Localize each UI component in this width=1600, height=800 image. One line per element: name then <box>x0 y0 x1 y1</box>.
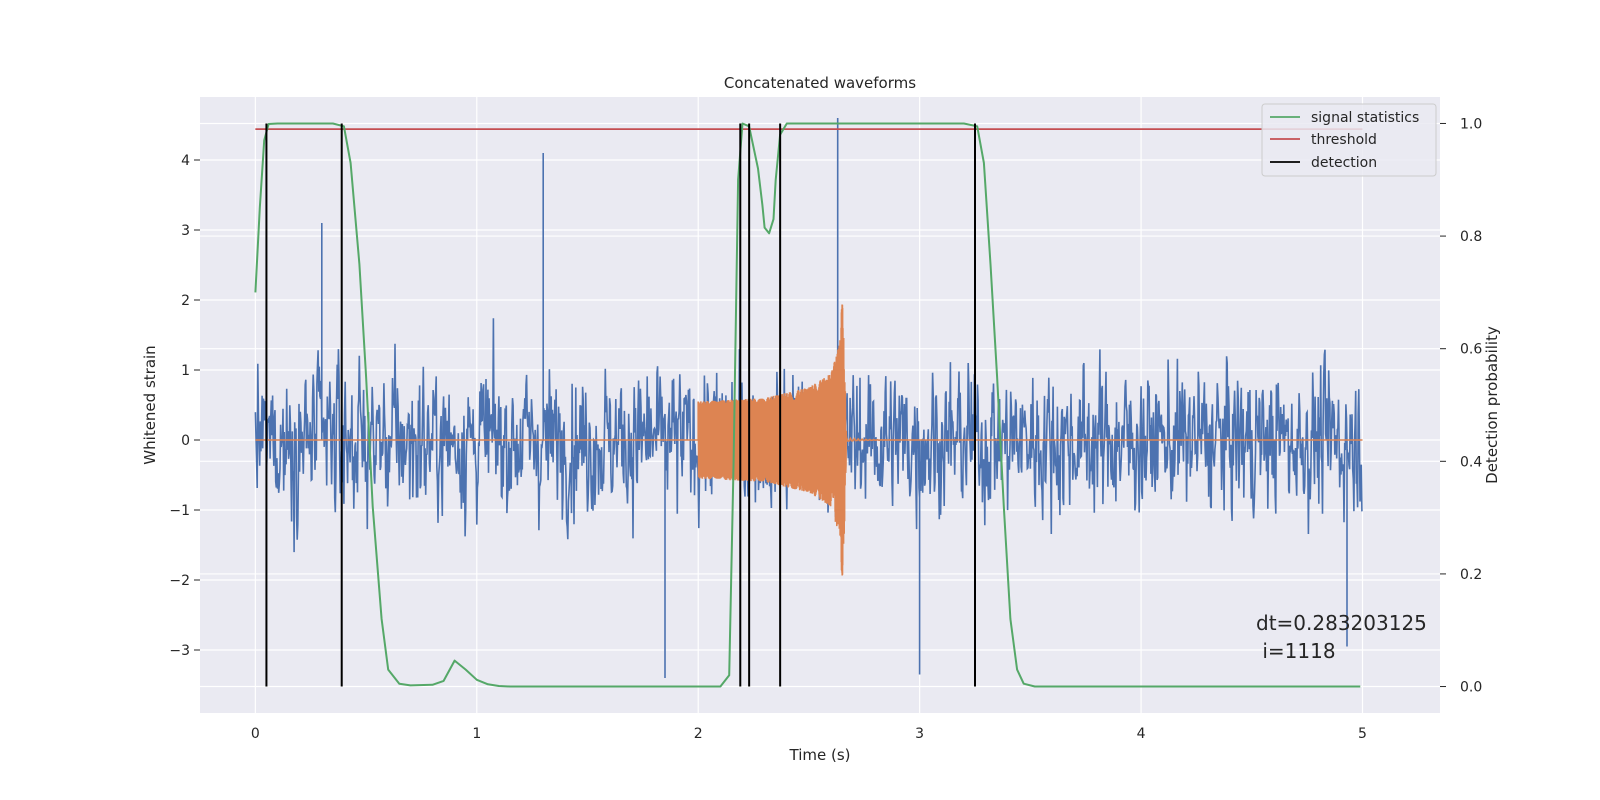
x-tick-label: 3 <box>915 726 924 742</box>
y-tick-label: −3 <box>169 643 190 659</box>
right-tick-label: 0.2 <box>1460 567 1482 583</box>
data-layer <box>254 118 1363 688</box>
legend-label-detection: detection <box>1311 155 1377 171</box>
right-axis-label: Detection probability <box>1483 326 1501 484</box>
series-injected-signal <box>255 304 1363 576</box>
y-tick-label: 2 <box>181 293 190 309</box>
x-axis-label: Time (s) <box>789 746 851 764</box>
x-axis-ticks: 0 1 2 3 4 5 <box>251 726 1367 742</box>
legend-label-signal-statistics: signal statistics <box>1311 110 1419 126</box>
right-tick-label: 0.4 <box>1460 454 1482 470</box>
right-tick-label: 1.0 <box>1460 116 1482 132</box>
y-axis-ticks: −3 −2 −1 0 1 2 3 4 <box>169 153 200 659</box>
y-tick-label: 0 <box>181 433 190 449</box>
y-tick-label: 1 <box>181 363 190 379</box>
series-signal-statistics <box>254 122 1361 688</box>
annotation-dt: dt=0.283203125 <box>1256 611 1427 635</box>
y-axis-label: Whitened strain <box>141 345 159 464</box>
y-tick-label: 4 <box>181 153 190 169</box>
legend-label-threshold: threshold <box>1311 132 1377 148</box>
x-tick-label: 4 <box>1137 726 1146 742</box>
right-tick-label: 0.8 <box>1460 229 1482 245</box>
legend-frame <box>1261 103 1437 177</box>
y-tick-label: −2 <box>169 573 190 589</box>
right-tick-label: 0.6 <box>1460 342 1482 358</box>
y-tick-label: −1 <box>169 503 190 519</box>
y-tick-label: 3 <box>181 223 190 239</box>
x-tick-label: 2 <box>694 726 703 742</box>
x-tick-label: 0 <box>251 726 260 742</box>
right-tick-label: 0.0 <box>1460 680 1482 696</box>
chart-title: Concatenated waveforms <box>724 74 916 92</box>
x-tick-label: 1 <box>472 726 481 742</box>
annotation-index: i=1118 <box>1256 639 1336 663</box>
legend: signal statistics threshold detection <box>1261 103 1437 177</box>
x-tick-label: 5 <box>1358 726 1367 742</box>
right-axis-ticks: 0.0 0.2 0.4 0.6 0.8 1.0 <box>1440 116 1482 696</box>
